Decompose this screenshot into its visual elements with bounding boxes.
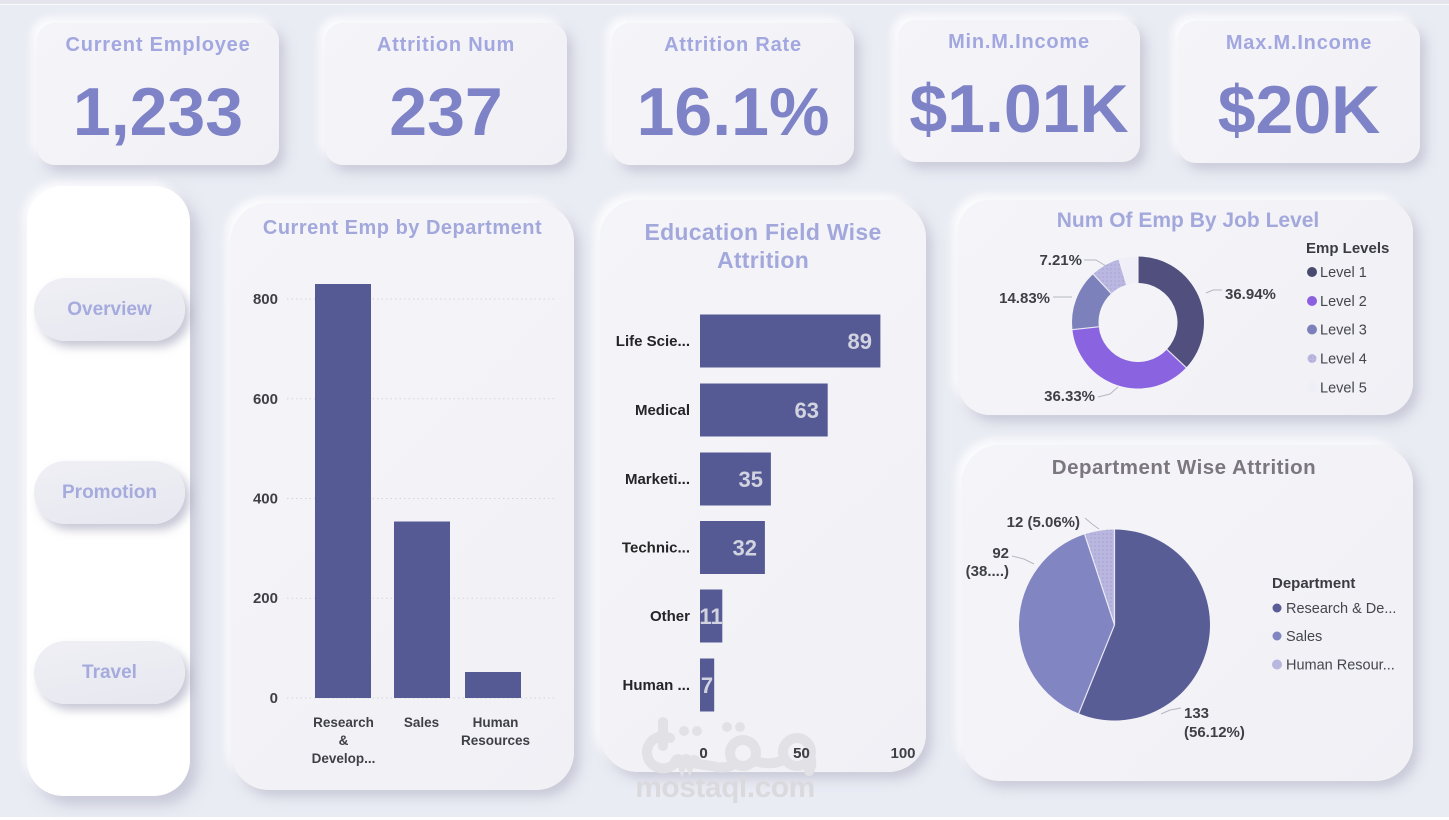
svg-text:Resources: Resources — [461, 733, 530, 748]
svg-text:35: 35 — [739, 467, 763, 492]
svg-text:11: 11 — [699, 604, 722, 629]
svg-text:Human ...: Human ... — [622, 677, 690, 694]
svg-text:Department: Department — [1272, 575, 1355, 592]
svg-text:mostaql.com: mostaql.com — [635, 771, 815, 804]
svg-text:Level 3: Level 3 — [1320, 323, 1367, 339]
svg-text:92: 92 — [992, 545, 1009, 562]
svg-text:Level 2: Level 2 — [1320, 294, 1367, 310]
svg-text:Develop...: Develop... — [312, 751, 376, 766]
svg-text:0: 0 — [699, 745, 707, 762]
svg-text:Emp Levels: Emp Levels — [1306, 240, 1389, 257]
svg-text:Level 5: Level 5 — [1320, 381, 1367, 397]
svg-text:(38....): (38....) — [966, 563, 1009, 580]
svg-text:Other: Other — [650, 608, 690, 625]
svg-text:7: 7 — [701, 673, 713, 698]
svg-text:200: 200 — [253, 590, 278, 607]
svg-text:0: 0 — [270, 690, 278, 707]
svg-text:12 (5.06%): 12 (5.06%) — [1007, 514, 1080, 531]
svg-text:Research & De...: Research & De... — [1286, 601, 1396, 617]
svg-text:Research: Research — [313, 715, 374, 730]
svg-text:14.83%: 14.83% — [999, 290, 1050, 307]
svg-text:Attrition: Attrition — [717, 247, 809, 273]
svg-text:Medical: Medical — [635, 402, 690, 419]
svg-text:0: 0 — [699, 745, 707, 762]
svg-text:Level 4: Level 4 — [1320, 352, 1367, 368]
svg-text:100: 100 — [890, 745, 915, 762]
svg-text:600: 600 — [253, 391, 278, 408]
svg-text:Sales: Sales — [404, 715, 439, 730]
svg-text:Life Scie...: Life Scie... — [616, 333, 690, 350]
svg-text:63: 63 — [795, 398, 819, 423]
svg-text:50: 50 — [793, 745, 810, 762]
svg-text:Level 1: Level 1 — [1320, 265, 1367, 281]
svg-text:Human: Human — [473, 715, 519, 730]
svg-text:(56.12%): (56.12%) — [1184, 724, 1245, 741]
svg-text:Num Of Emp By Job Level: Num Of Emp By Job Level — [1057, 209, 1320, 232]
svg-text:32: 32 — [733, 536, 757, 561]
svg-text:&: & — [339, 733, 349, 748]
svg-text:Marketi...: Marketi... — [625, 471, 690, 488]
svg-text:Department Wise Attrition: Department Wise Attrition — [1052, 456, 1316, 479]
svg-text:7.21%: 7.21% — [1039, 252, 1082, 269]
svg-text:Sales: Sales — [1286, 629, 1322, 645]
svg-text:800: 800 — [253, 291, 278, 308]
svg-text:400: 400 — [253, 491, 278, 508]
svg-text:133: 133 — [1184, 705, 1209, 722]
svg-text:36.94%: 36.94% — [1225, 286, 1276, 303]
svg-text:Technic...: Technic... — [622, 540, 690, 557]
svg-text:89: 89 — [848, 329, 872, 354]
svg-text:36.33%: 36.33% — [1044, 388, 1095, 405]
svg-text:Education Field Wise: Education Field Wise — [644, 219, 881, 245]
svg-text:Human Resour...: Human Resour... — [1286, 658, 1395, 674]
